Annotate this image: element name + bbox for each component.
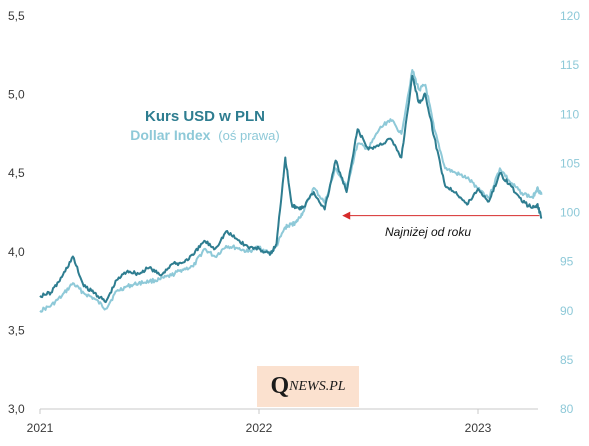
right-tick-label: 100 [560,206,580,220]
x-axis: 2021 2022 2023 [27,409,492,435]
right-tick-label: 105 [560,156,580,170]
right-tick-label: 110 [560,107,579,121]
left-axis: 3,0 3,5 4,0 4,5 5,0 5,5 [8,9,25,416]
right-tick-label: 115 [560,58,579,72]
right-tick-label: 120 [560,9,580,23]
logo-q-letter: Q [270,373,290,399]
series-line-usdpln [39,74,543,304]
qnews-logo: Q NEWS.PL [257,366,359,407]
annotation-arrow-head [342,211,351,220]
annotation: Najniżej od roku [342,211,540,239]
x-tick-label: 2023 [465,421,492,435]
series-line-dollar-index [39,69,543,313]
logo-news-text: NEWS.PL [289,378,346,394]
right-tick-label: 85 [560,353,574,367]
chart-subtitle-note: (oś prawa) [218,128,279,143]
series-layer [39,69,543,313]
chart-title: Kurs USD w PLN [145,108,265,125]
left-tick-label: 5,5 [8,9,25,23]
right-tick-label: 95 [560,255,574,269]
right-axis: 80 85 90 95 100 105 110 115 120 [560,9,580,416]
legend-dollar-index: Dollar Index (oś prawa) [130,127,279,143]
left-tick-label: 3,0 [8,402,25,416]
x-tick-label: 2022 [246,421,273,435]
right-tick-label: 90 [560,304,574,318]
right-tick-label: 80 [560,402,574,416]
left-tick-label: 5,0 [8,88,25,102]
left-tick-label: 3,5 [8,323,25,337]
x-tick-label: 2021 [27,421,54,435]
left-tick-label: 4,0 [8,245,25,259]
annotation-label: Najniżej od roku [385,225,471,239]
chart-subtitle: Dollar Index [130,127,210,143]
left-tick-label: 4,5 [8,166,25,180]
